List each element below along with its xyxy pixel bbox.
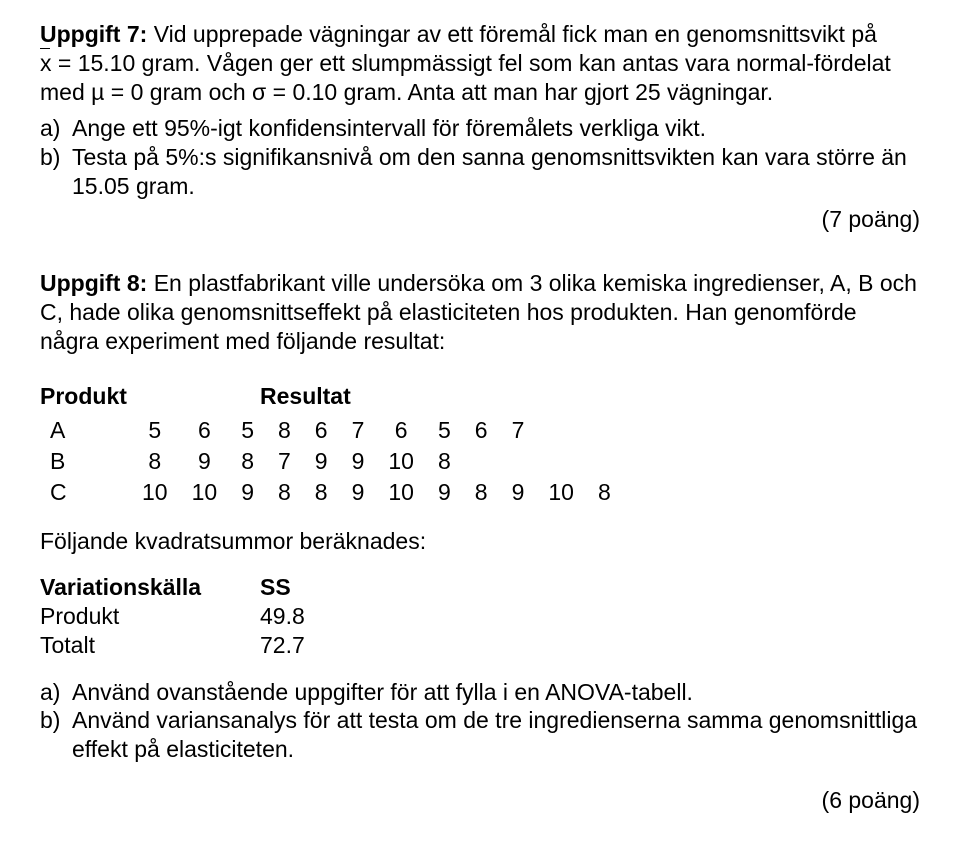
col-result: Resultat: [260, 382, 351, 411]
result-cell: 8: [303, 478, 340, 509]
result-cell: 6: [463, 416, 500, 447]
result-cell: 6: [303, 416, 340, 447]
result-cell: 8: [266, 478, 303, 509]
ss-key: Totalt: [40, 631, 260, 660]
task-7-a: a) Ange ett 95%-igt konfidensintervall f…: [40, 114, 920, 143]
task-7-points: (7 poäng): [40, 205, 920, 234]
ss-intro: Följande kvadratsummor beräknades:: [40, 527, 920, 556]
task-7-b-text: Testa på 5%:s signifikansnivå om den san…: [72, 143, 920, 201]
result-cell: 7: [340, 416, 377, 447]
result-cell: 8: [229, 447, 266, 478]
task-8-b: b) Använd variansanalys för att testa om…: [40, 706, 920, 764]
result-cell: 6: [180, 416, 230, 447]
result-cell: [536, 447, 586, 478]
result-cell: 10: [536, 478, 586, 509]
ss-row: Totalt72.7: [40, 631, 920, 660]
result-cell: [536, 416, 586, 447]
task-8-a-text: Använd ovanstående uppgifter för att fyl…: [72, 678, 920, 707]
result-cell: 9: [500, 478, 537, 509]
ss-key: Produkt: [40, 602, 260, 631]
result-cell: 8: [426, 447, 463, 478]
task-8-points: (6 poäng): [40, 786, 920, 815]
task-7-subitems: a) Ange ett 95%-igt konfidensintervall f…: [40, 114, 920, 200]
ss-col1: Variationskälla: [40, 573, 260, 602]
task-8-b-text: Använd variansanalys för att testa om de…: [72, 706, 920, 764]
table-row: C1010988910989108: [50, 478, 623, 509]
result-cell: 9: [340, 478, 377, 509]
result-cell: 5: [130, 416, 180, 447]
task-8-subitems: a) Använd ovanstående uppgifter för att …: [40, 678, 920, 764]
task-8-b-label: b): [40, 706, 72, 735]
result-cell: 10: [376, 447, 426, 478]
result-cell: 8: [586, 478, 623, 509]
result-cell: [463, 447, 500, 478]
task-8-intro: En plastfabrikant ville undersöka om 3 o…: [40, 270, 917, 354]
result-cell: 7: [266, 447, 303, 478]
ss-row: Produkt49.8: [40, 602, 920, 631]
result-cell: 9: [180, 447, 230, 478]
result-cell: 8: [130, 447, 180, 478]
ss-header: Variationskälla SS: [40, 573, 920, 602]
task-7-body-mid: = 15.10 gram. Vågen ger ett slumpmässigt…: [40, 50, 891, 105]
result-cell: 6: [376, 416, 426, 447]
result-cell: 9: [229, 478, 266, 509]
result-cell: [500, 447, 537, 478]
table-row: B898799108: [50, 447, 623, 478]
task-7-b-label: b): [40, 143, 72, 172]
table-row: A5658676567: [50, 416, 623, 447]
task-7-a-label: a): [40, 114, 72, 143]
ss-value: 49.8: [260, 602, 305, 631]
ss-rows: Produkt49.8Totalt72.7: [40, 602, 920, 660]
ss-col2: SS: [260, 573, 291, 602]
task-8-a: a) Använd ovanstående uppgifter för att …: [40, 678, 920, 707]
task-7: Uppgift 7: Vid upprepade vägningar av et…: [40, 20, 920, 106]
result-cell: [586, 416, 623, 447]
result-cell: 8: [266, 416, 303, 447]
result-cell: 5: [426, 416, 463, 447]
result-cell: 7: [500, 416, 537, 447]
result-cell: 5: [229, 416, 266, 447]
result-cell: 8: [463, 478, 500, 509]
results-table: A5658676567B898799108C1010988910989108: [50, 416, 623, 508]
result-cell: 9: [303, 447, 340, 478]
result-cell: [586, 447, 623, 478]
product-label: B: [50, 447, 130, 478]
result-cell: 9: [340, 447, 377, 478]
task-8-title: Uppgift 8:: [40, 270, 147, 296]
task-8: Uppgift 8: En plastfabrikant ville under…: [40, 269, 920, 355]
task-8-a-label: a): [40, 678, 72, 707]
task-7-body-pre: Vid upprepade vägningar av ett föremål f…: [154, 21, 877, 47]
exam-page: Uppgift 7: Vid upprepade vägningar av et…: [0, 0, 960, 867]
product-label: C: [50, 478, 130, 509]
result-cell: 10: [130, 478, 180, 509]
result-cell: 10: [180, 478, 230, 509]
ss-value: 72.7: [260, 631, 305, 660]
task-7-a-text: Ange ett 95%-igt konfidensintervall för …: [72, 114, 920, 143]
result-cell: 10: [376, 478, 426, 509]
task-7-title: Uppgift 7:: [40, 21, 147, 47]
product-label: A: [50, 416, 130, 447]
results-header: Produkt Resultat: [40, 382, 920, 411]
xbar-symbol: x: [40, 49, 52, 78]
col-product: Produkt: [40, 382, 260, 411]
result-cell: 9: [426, 478, 463, 509]
task-7-b: b) Testa på 5%:s signifikansnivå om den …: [40, 143, 920, 201]
